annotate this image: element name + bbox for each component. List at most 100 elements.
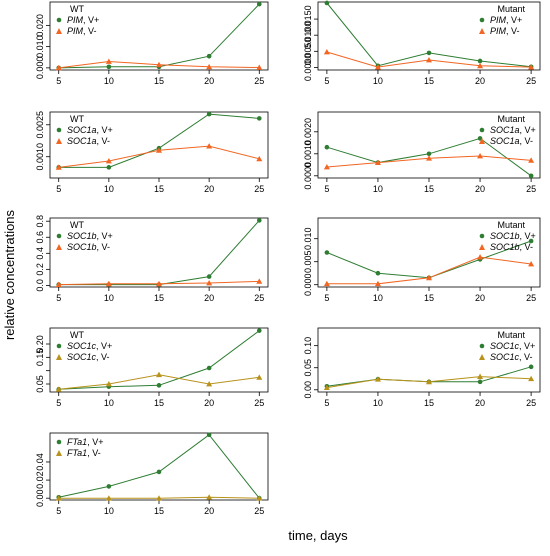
legend-label: SOC1a, V+ [67,125,113,135]
legend-series-name: , V+ [97,231,113,241]
data-point [256,218,262,223]
data-point [105,495,112,501]
x-tick-label: 15 [154,184,164,194]
y-tick-label: 0.020 [35,14,45,37]
legend-series-name: , V- [83,26,97,36]
y-tick-label: 0.02 [35,471,45,489]
x-tick-label: 15 [154,506,164,516]
data-point [477,254,484,260]
x-tick-label: 15 [154,293,164,303]
data-point [477,62,484,69]
y-tick-label: 0.2 [35,263,45,276]
data-point [256,328,262,333]
data-point [256,116,262,121]
data-point [528,64,535,70]
series-line [58,3,260,69]
legend-series-name: , V+ [83,15,99,25]
y-tick-label: 0.04 [35,453,45,471]
legend-gene: SOC1a [490,136,520,146]
data-point [426,274,432,281]
data-point [324,144,330,150]
legend-label: SOC1a, V+ [490,125,536,135]
x-tick-label: 25 [254,76,264,86]
legend-marker [56,439,62,445]
data-point [426,57,432,63]
data-point [206,494,213,500]
x-tick-label: 10 [373,184,383,194]
y-tick-label: 0.0150 [303,5,313,33]
legend-marker [479,127,485,133]
y-tick-label: 0.4 [35,247,45,260]
legend-marker [56,233,62,239]
x-tick-label: 20 [204,506,214,516]
data-point [156,147,162,153]
data-point [528,375,535,382]
data-point [106,484,112,489]
legend-series-name: , V+ [520,125,536,135]
legend-series-name: , V- [520,136,534,146]
legend-label: SOC1c, V+ [490,341,535,351]
legend-gene: SOC1b [67,242,97,252]
x-tick-label: 20 [475,76,485,86]
legend-label: SOC1c, V+ [67,341,112,351]
legend-label: SOC1b, V+ [67,231,113,241]
x-axis-label: time, days [288,528,348,543]
x-tick-label: 5 [56,293,61,303]
data-point [206,365,212,371]
x-tick-label: 25 [254,398,264,408]
x-tick-label: 20 [475,293,485,303]
x-tick-label: 10 [104,293,114,303]
y-tick-label: 0.010 [35,35,45,58]
x-tick-label: 15 [154,76,164,86]
x-tick-label: 20 [204,398,214,408]
y-tick-label: 0.10 [303,337,313,355]
data-point [323,48,330,55]
x-tick-label: 20 [204,293,214,303]
data-point [426,155,432,161]
x-tick-label: 15 [424,293,434,303]
x-tick-label: 20 [204,76,214,86]
legend-marker [479,28,485,34]
legend-label: PIM, V+ [67,15,99,25]
x-tick-label: 5 [324,293,329,303]
data-point [55,281,62,287]
legend-gene: SOC1b [67,231,97,241]
data-point [374,376,381,382]
legend-gene: SOC1c [490,352,520,362]
x-tick-label: 10 [104,184,114,194]
x-tick-label: 10 [373,76,383,86]
data-point [528,173,534,179]
data-point [528,261,535,267]
legend-gene: SOC1c [67,352,97,362]
legend-series-name: , V+ [96,341,112,351]
data-point [55,386,62,392]
legend-marker [56,450,62,456]
panel-title: WT [70,330,84,340]
x-tick-label: 10 [373,293,383,303]
data-point [256,278,263,284]
data-point [323,164,330,170]
legend-marker [56,343,62,349]
data-point [256,374,263,380]
y-tick-label: 0.6 [35,231,45,244]
x-tick-label: 5 [56,506,61,516]
y-tick-label: 0.0020 [303,118,313,146]
panel-title: Mutant [497,330,525,340]
legend-label: SOC1b, V- [67,242,110,252]
y-tick-label: 0.00 [35,489,45,507]
data-point [323,280,330,287]
data-point [477,153,484,159]
x-tick-label: 10 [373,398,383,408]
data-point [528,364,534,370]
legend-label: PIM, V- [67,26,97,36]
data-point [156,61,162,68]
y-tick-label: 0.005 [303,250,313,273]
